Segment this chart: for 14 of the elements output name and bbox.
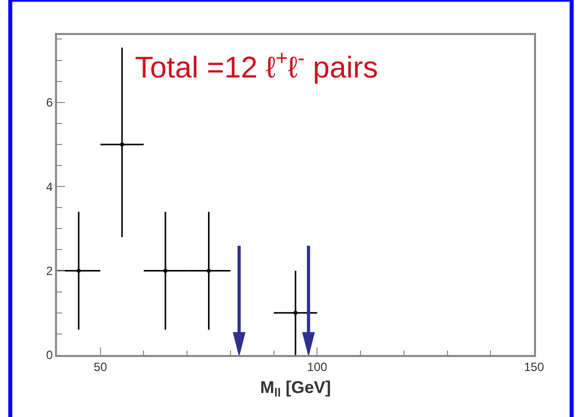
point xyxy=(294,310,298,315)
x-tick-label: 50 xyxy=(94,360,108,374)
x-axis-title: M$_{ll}$ [GeV] xyxy=(260,378,331,400)
point xyxy=(120,142,124,146)
y-tick-label: 6 xyxy=(46,96,54,110)
y-tick-label: 2 xyxy=(46,264,54,278)
x-tick-label: 100 xyxy=(307,360,328,374)
point xyxy=(163,268,168,273)
y-tick-label: 0 xyxy=(46,348,54,362)
point xyxy=(206,268,211,273)
x-tick-label: 150 xyxy=(524,360,544,374)
y-tick-label: 4 xyxy=(46,180,54,194)
point xyxy=(76,268,81,273)
annotation: Total =12 ℓ$^{+}$ℓ$^{-}$ pairs xyxy=(135,47,378,85)
